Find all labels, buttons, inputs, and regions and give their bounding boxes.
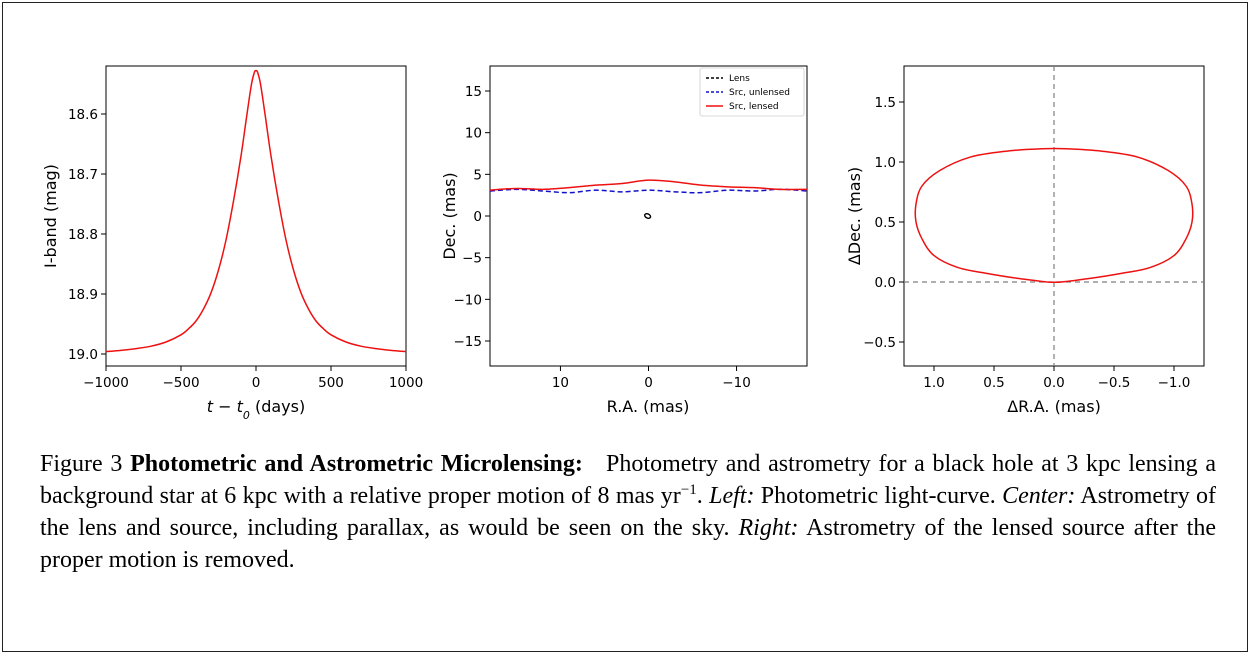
caption-right-label: Right: [738, 515, 799, 541]
left-ytick-label: 18.6 [68, 107, 98, 123]
left-series-0-line [105, 69, 407, 353]
left-xtick-label: 1000 [389, 375, 423, 391]
center-series-group [489, 179, 808, 219]
left-ylabel: I-band (mag) [41, 164, 60, 268]
right-xlabel: ΔR.A. (mas) [1007, 397, 1101, 416]
right-xtick-label: −1.0 [1158, 375, 1191, 391]
right-xtick-label: 1.0 [923, 375, 944, 391]
center-xtick-label: 0 [644, 375, 653, 391]
caption-text-1: Photometry and astrometry for a black ho… [40, 451, 1217, 509]
center-ytick-label: −15 [454, 334, 483, 350]
left-xtick-label: −500 [162, 375, 199, 391]
center-ytick-label: −5 [462, 251, 482, 267]
legend-unlensed-label: Src, unlensed [729, 88, 790, 98]
center-ytick-label: 15 [465, 84, 482, 100]
left-ytick-label: 19.0 [68, 347, 98, 363]
caption-center-label: Center: [1002, 483, 1076, 509]
right-xtick-label: 0.5 [983, 375, 1004, 391]
right-series-0-line [914, 147, 1194, 284]
caption-text-2: . [696, 483, 710, 509]
right-series-group [904, 66, 1204, 366]
center-lens-line [643, 213, 652, 219]
legend-lens-label: Lens [729, 74, 750, 84]
right-ytick-label: 0.5 [875, 215, 896, 231]
left-ytick-label: 18.9 [68, 287, 98, 303]
right-axes: 1.0 0.5 0.0 −0.5 −1.0 −0.5 0.0 0.5 1.0 1.5 [863, 95, 1190, 391]
center-src-unlensed-line [489, 188, 808, 194]
center-xtick-label: −10 [722, 375, 751, 391]
left-xlabel-sub: 0 [243, 409, 250, 422]
caption-left-label: Left: [709, 483, 755, 509]
right-ytick-label: 0.0 [875, 275, 896, 291]
center-ytick-label: 0 [473, 209, 482, 225]
left-series-group [105, 69, 407, 353]
left-xtick-label: 0 [252, 375, 261, 391]
center-xtick-label: 10 [552, 375, 569, 391]
center-ylabel: Dec. (mas) [440, 172, 459, 259]
left-axes: −1000 −500 0 500 1000 18.6 18.7 18.8 18.9 19.0 [68, 107, 423, 391]
left-xlabel-main: t − t [207, 397, 244, 416]
center-ytick-label: 5 [473, 167, 482, 183]
left-xlabel: t − t0 (days) [207, 397, 305, 422]
left-xlabel-unit: (days) [250, 397, 305, 416]
legend-lensed-label: Src, lensed [729, 102, 779, 112]
left-ytick-label: 18.8 [68, 227, 98, 243]
left-ytick-label: 18.7 [68, 167, 98, 183]
caption-center-text: Astrometry of the lens and source, inclu… [40, 483, 1217, 541]
legend-box [699, 67, 805, 117]
caption-exponent: −1 [680, 482, 697, 498]
center-ytick-label: 10 [465, 126, 482, 142]
right-ytick-label: −0.5 [863, 335, 896, 351]
left-xtick-label: −1000 [83, 375, 129, 391]
center-src-lensed-line [489, 179, 808, 191]
right-ylabel: ΔDec. (mas) [845, 167, 864, 265]
caption-right-text: Astrometry of the lensed source after th… [40, 515, 1216, 573]
center-axes: 10 0 −10 −15 −10 −5 0 5 10 15 [454, 84, 751, 391]
center-xlabel: R.A. (mas) [607, 397, 690, 416]
center-ytick-label: −10 [454, 292, 483, 308]
right-ytick-label: 1.5 [875, 95, 896, 111]
right-ytick-label: 1.0 [875, 155, 896, 171]
left-xtick-label: 500 [318, 375, 344, 391]
figure-caption: Figure 3 Photometric and Astrometric Mic… [40, 448, 1216, 576]
caption-title: Photometric and Astrometric Microlensing… [130, 451, 583, 477]
caption-figure-label: Figure 3 [40, 451, 123, 477]
caption-left-text: Photometric light-curve. [754, 483, 1003, 509]
right-xtick-label: 0.0 [1043, 375, 1064, 391]
center-legend: Lens Src, unlensed Src, lensed [699, 67, 805, 117]
right-xtick-label: −0.5 [1098, 375, 1131, 391]
